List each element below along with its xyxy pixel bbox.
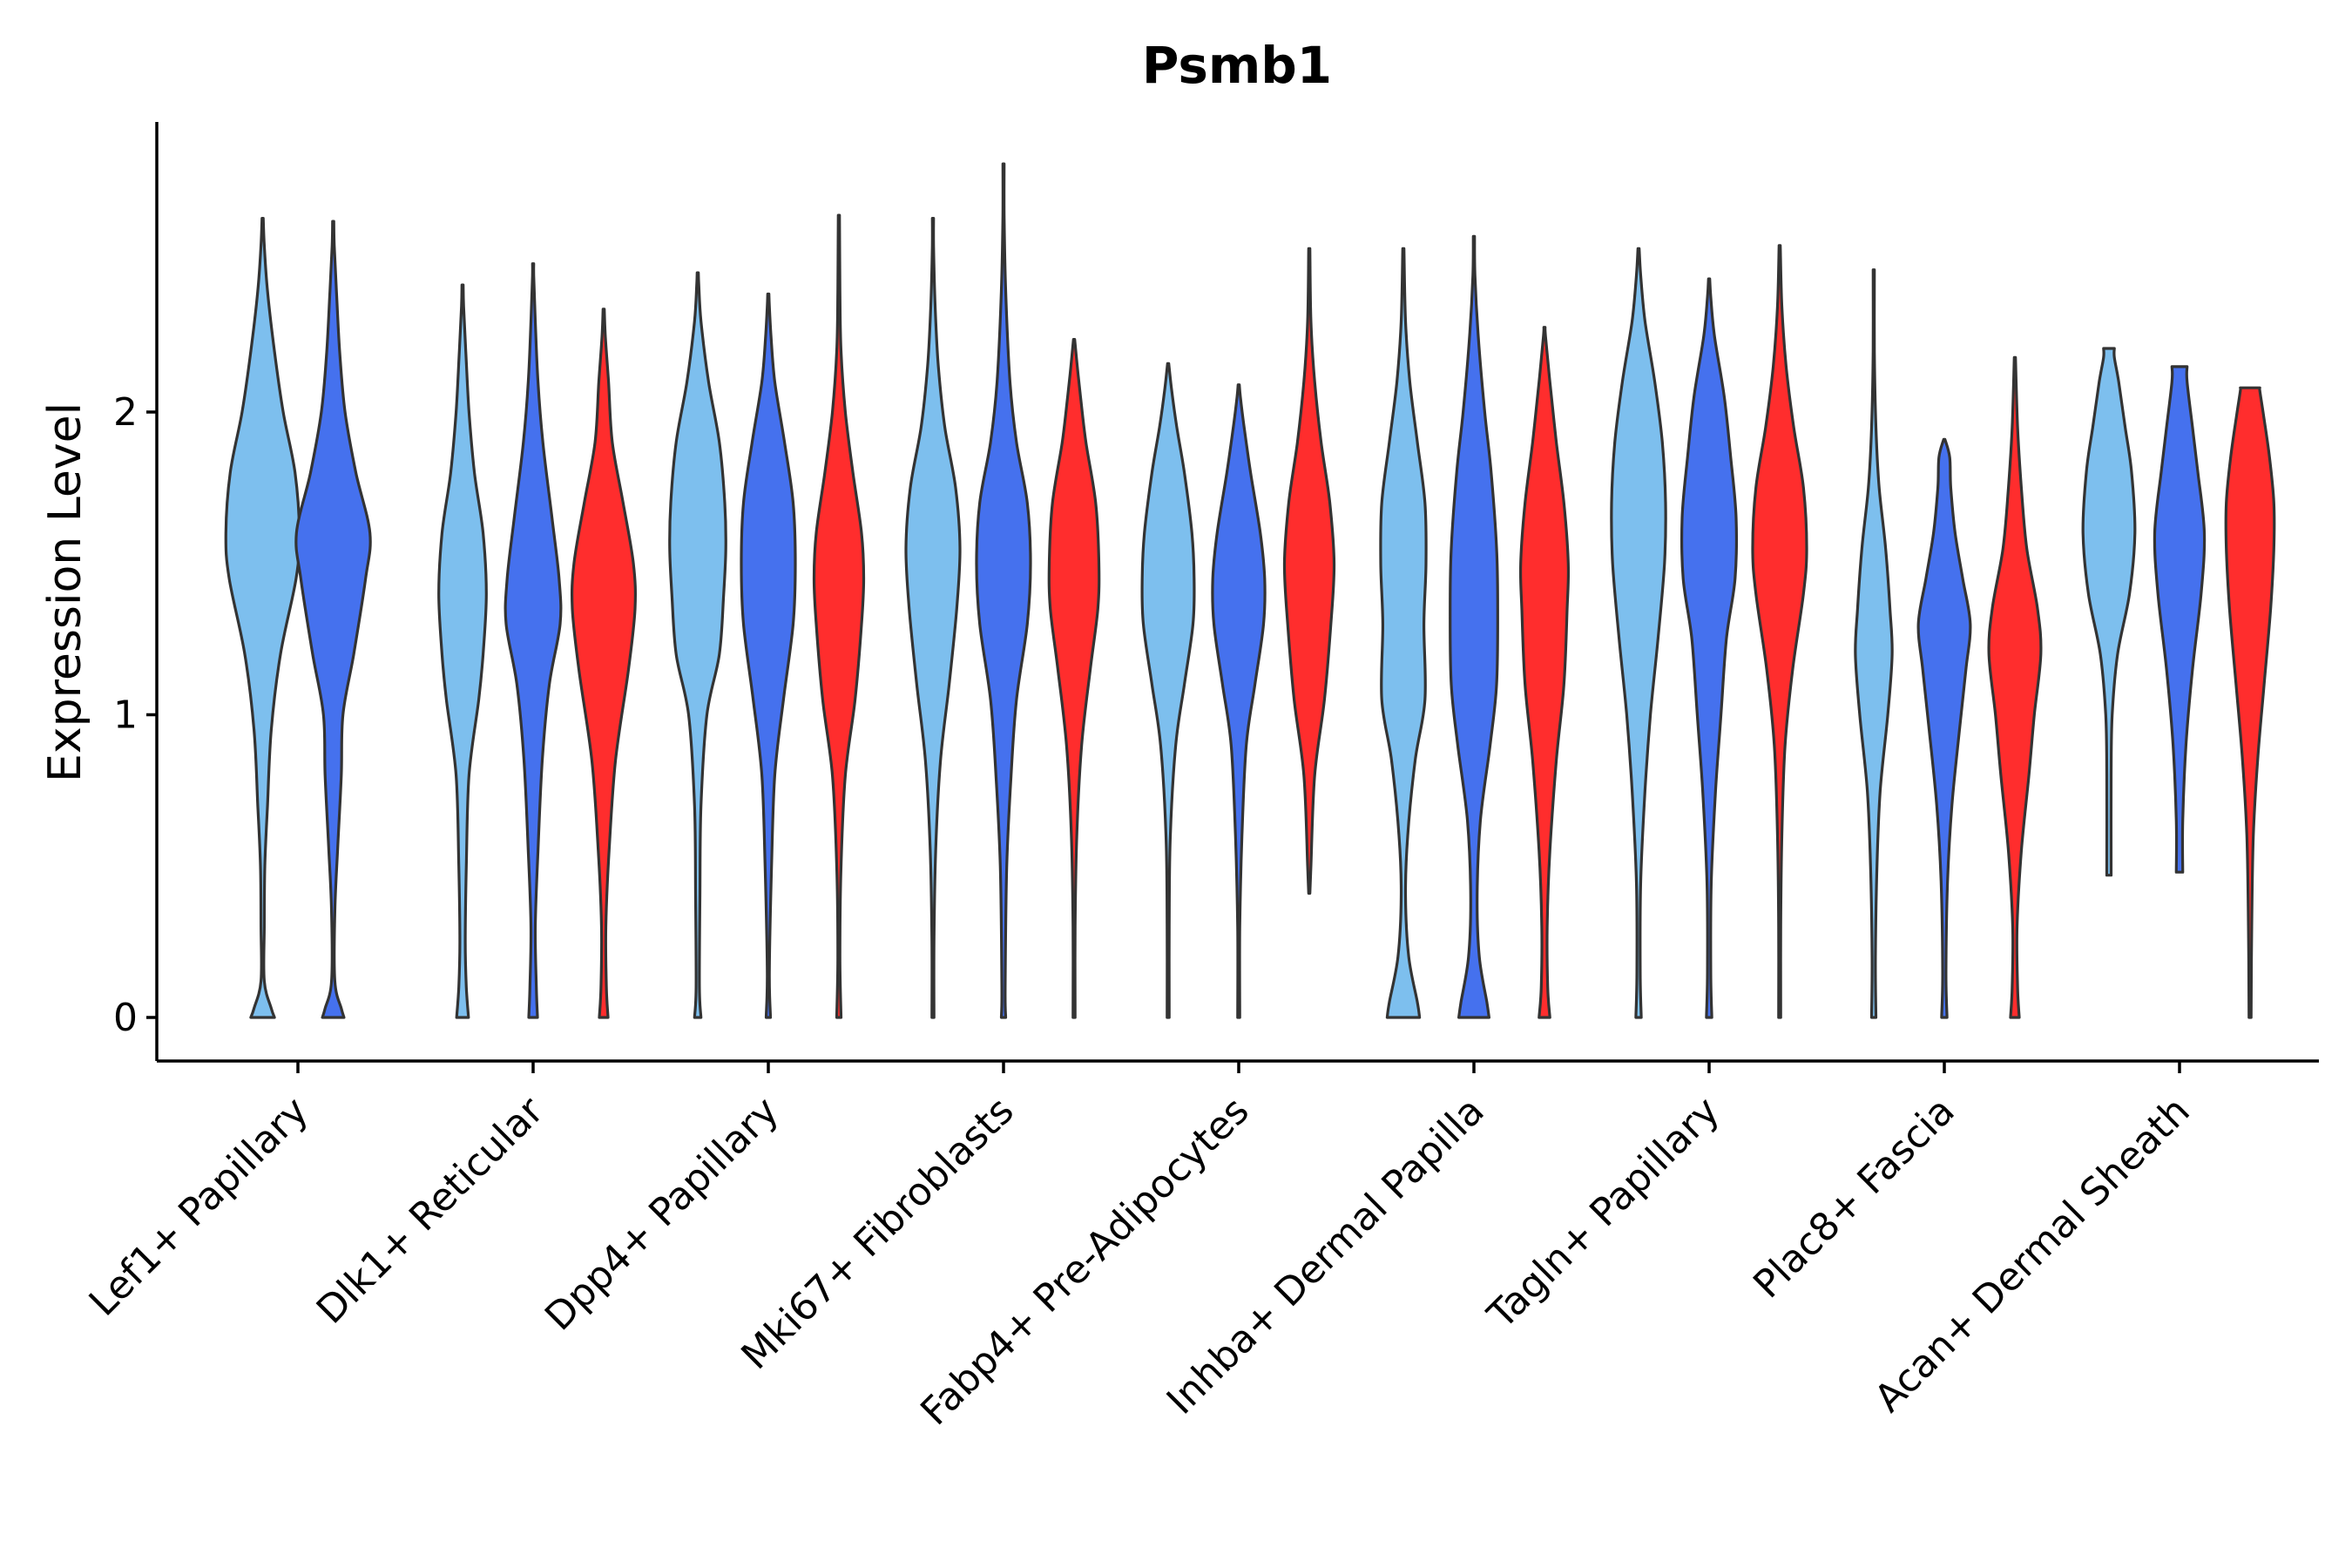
violin-1-a bbox=[437, 283, 488, 1019]
y-tick-label-2: 2 bbox=[113, 390, 138, 435]
x-tick-label-7: Plac8+ Fascia bbox=[1745, 1089, 1963, 1308]
y-tick-label-0: 0 bbox=[113, 996, 138, 1040]
violin-1-c bbox=[570, 308, 638, 1019]
violin-5-a bbox=[1379, 247, 1428, 1019]
violin-layer bbox=[224, 162, 2276, 1019]
violin-4-c bbox=[1282, 247, 1336, 896]
violin-1-b bbox=[504, 262, 563, 1019]
y-axis-label: Expression Level bbox=[39, 402, 91, 782]
violin-0-b bbox=[294, 220, 372, 1019]
violin-8-c bbox=[2224, 386, 2276, 1019]
chart-title: Psmb1 bbox=[1142, 36, 1332, 95]
violin-2-b bbox=[740, 292, 797, 1019]
x-tick-label-1: Dlk1+ Reticular bbox=[308, 1088, 553, 1333]
violin-4-b bbox=[1211, 383, 1267, 1019]
violin-3-a bbox=[904, 217, 962, 1019]
violin-2-a bbox=[668, 271, 727, 1019]
violin-8-a bbox=[2081, 347, 2137, 877]
violin-7-a bbox=[1854, 268, 1894, 1019]
violin-5-b bbox=[1449, 234, 1499, 1019]
x-tick-label-0: Lef1+ Papillary bbox=[81, 1089, 317, 1325]
x-tick-label-2: Dpp4+ Papillary bbox=[537, 1089, 787, 1340]
violin-7-c bbox=[1987, 355, 2043, 1019]
violin-6-c bbox=[1751, 244, 1808, 1019]
x-tick-label-6: Tagln+ Papillary bbox=[1479, 1089, 1728, 1338]
violin-5-c bbox=[1518, 326, 1571, 1019]
violin-6-b bbox=[1680, 277, 1739, 1019]
violin-3-c bbox=[1047, 338, 1101, 1019]
violin-7-b bbox=[1916, 437, 1972, 1019]
violin-8-b bbox=[2153, 365, 2207, 874]
violin-3-b bbox=[975, 162, 1032, 1019]
violin-2-c bbox=[812, 213, 866, 1019]
violin-4-a bbox=[1140, 362, 1196, 1019]
violin-0-a bbox=[224, 217, 301, 1019]
violin-6-a bbox=[1610, 247, 1667, 1019]
y-tick-label-1: 1 bbox=[113, 693, 138, 738]
